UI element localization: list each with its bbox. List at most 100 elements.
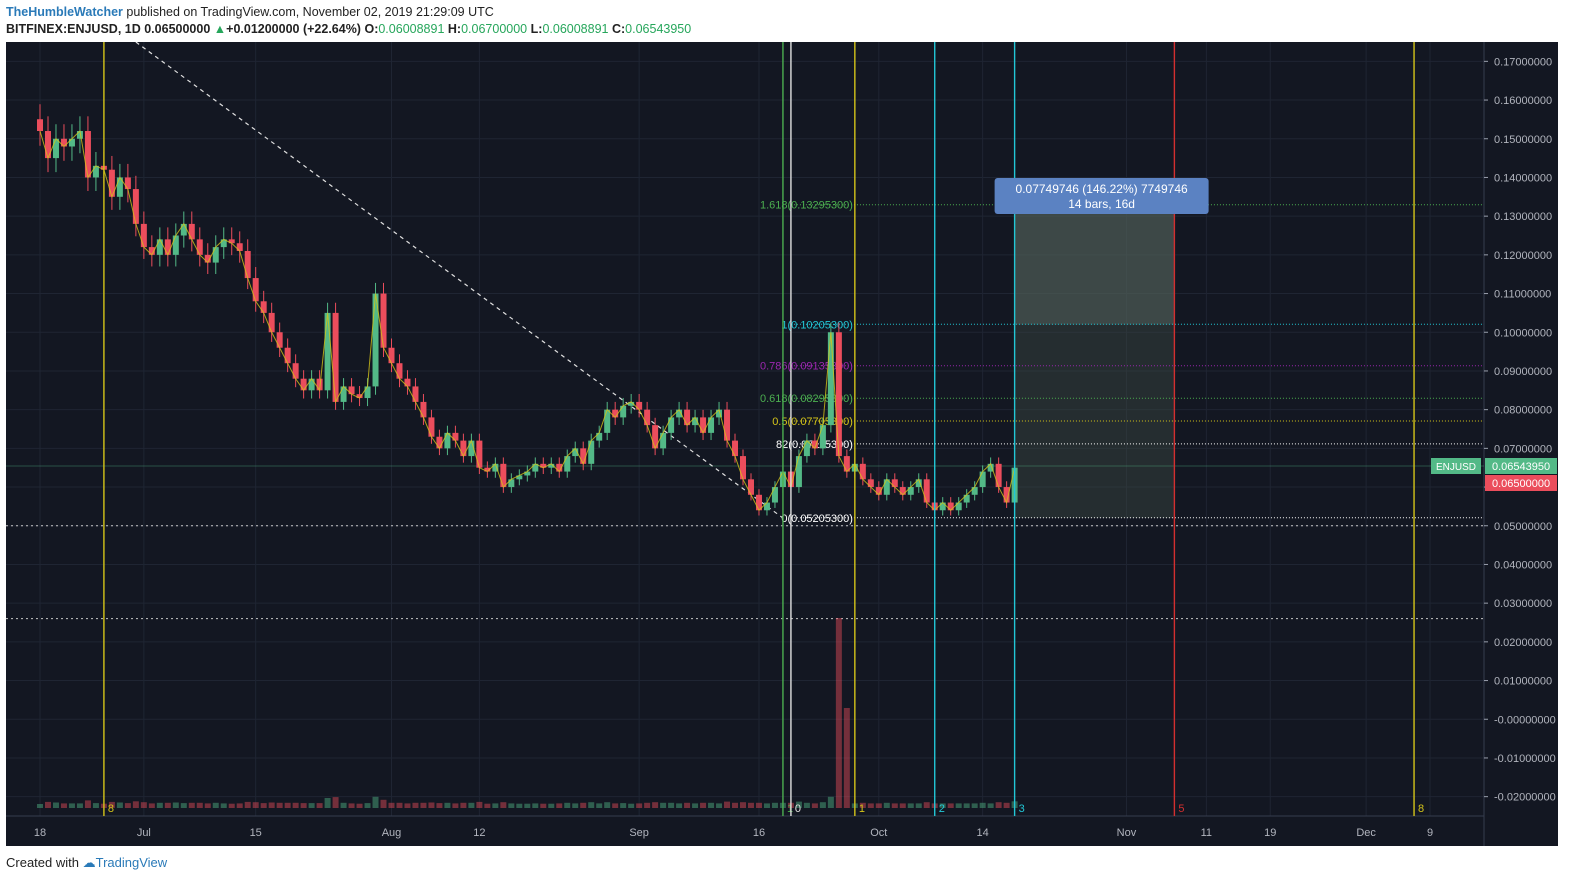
chart-background (6, 42, 1558, 846)
candle-body (140, 223, 147, 248)
candle-body (819, 425, 826, 449)
candle-body (460, 440, 467, 457)
chart-header: TheHumbleWatcher published on TradingVie… (6, 4, 691, 38)
candle-body (676, 409, 683, 418)
volume-bar (532, 803, 539, 808)
open-label: O: (364, 22, 379, 36)
time-tick-label: 15 (250, 827, 262, 839)
time-tick-label: Dec (1356, 827, 1376, 839)
volume-bar (923, 802, 930, 808)
time-tick-label: Sep (629, 827, 649, 839)
volume-bar (620, 803, 627, 808)
candle-body (468, 440, 475, 457)
volume-bar (524, 803, 531, 808)
volume-bar (580, 802, 587, 808)
volume-bar (172, 802, 179, 808)
candle-body (556, 463, 563, 472)
volume-bar (324, 798, 331, 808)
candle-body (843, 456, 850, 472)
candle-body (340, 386, 347, 402)
volume-bar (1003, 802, 1010, 808)
volume-bar (891, 803, 898, 808)
candle-body (955, 502, 962, 511)
symbol-label: BITFINEX:ENJUSD, 1D (6, 22, 141, 36)
time-tick-label: Aug (382, 827, 402, 839)
candle-body (564, 456, 571, 472)
candle-body (740, 456, 746, 480)
cycle-label: 8 (108, 803, 114, 815)
volume-bar (364, 803, 371, 808)
volume-bar (907, 803, 914, 808)
last-price-tag (1485, 457, 1557, 474)
trendline (135, 42, 784, 519)
candle-body (148, 247, 155, 255)
price-tick-label: 0.09000000 (1494, 366, 1552, 378)
time-tick-label: 9 (1427, 827, 1433, 839)
candle-body (668, 417, 675, 433)
volume-bar (572, 803, 579, 808)
volume-bar (260, 803, 267, 808)
candle-body (612, 409, 619, 418)
created-with-label: Created with (6, 855, 79, 870)
volume-bar (428, 802, 435, 808)
volume-bar (84, 800, 91, 808)
volume-bar (747, 802, 754, 808)
price-tick-label: -0.02000000 (1494, 792, 1556, 804)
volume-bar (252, 802, 259, 808)
volume-bar (332, 797, 339, 808)
candle-body (907, 487, 914, 495)
price-tick-label: 0.16000000 (1494, 95, 1552, 107)
candle-body (212, 247, 219, 263)
volume-bar (436, 803, 443, 808)
candle-body (284, 347, 291, 364)
candle-body (188, 223, 195, 240)
author-name[interactable]: TheHumbleWatcher (6, 5, 123, 19)
cycle-label: 8 (1418, 803, 1424, 815)
measure-tooltip-line2: 14 bars, 16d (1068, 197, 1135, 211)
volume-bar (404, 803, 411, 808)
tradingview-brand[interactable]: TradingView (95, 855, 168, 870)
candle-body (404, 378, 411, 387)
candle-body (532, 463, 539, 472)
volume-bar (340, 802, 347, 808)
volume-bar (52, 802, 59, 808)
symbol-tag-label: ENJUSD (1436, 462, 1476, 473)
open-value: 0.06008891 (378, 22, 445, 36)
candle-body (132, 189, 139, 224)
candle-body (37, 119, 43, 132)
candle-body (995, 463, 1002, 488)
candle-body (492, 463, 499, 472)
volume-bar (60, 803, 67, 808)
tradingview-logo-icon: ☁ (82, 855, 96, 870)
volume-bar (763, 803, 770, 808)
candle-body (580, 448, 587, 464)
candle-body (428, 417, 435, 437)
price-tick-label: 0.14000000 (1494, 172, 1552, 184)
zigzag-line (39, 129, 1016, 512)
candle-body (883, 479, 890, 495)
candle-body (436, 436, 443, 449)
candle-body (795, 456, 802, 488)
candle-body (540, 463, 547, 468)
volume-bar (883, 802, 890, 808)
volume-bar (987, 803, 994, 808)
fib-level-label: 1.618(0.13295300) (760, 200, 853, 212)
volume-bar (724, 801, 731, 808)
volume-bar (668, 802, 675, 808)
volume-bar (116, 802, 123, 808)
price-tick-label: 0.17000000 (1494, 56, 1552, 68)
candle-body (292, 363, 299, 379)
volume-bar (867, 803, 874, 808)
price-tick-label: -0.00000000 (1494, 714, 1556, 726)
volume-bar (140, 802, 147, 808)
price-tick-label: 0.04000000 (1494, 559, 1552, 571)
candle-body (604, 409, 611, 433)
volume-bar (484, 803, 491, 808)
high-value: 0.06700000 (461, 22, 528, 36)
volume-bar (148, 803, 155, 808)
price-chart[interactable]: 0.17000000 0.16000000 0.15000000 0.14000000… (6, 42, 1558, 846)
footer: Created with ☁TradingView (6, 855, 167, 871)
candle-body (300, 378, 307, 391)
low-label: L: (530, 22, 543, 36)
candle-body (60, 138, 67, 147)
